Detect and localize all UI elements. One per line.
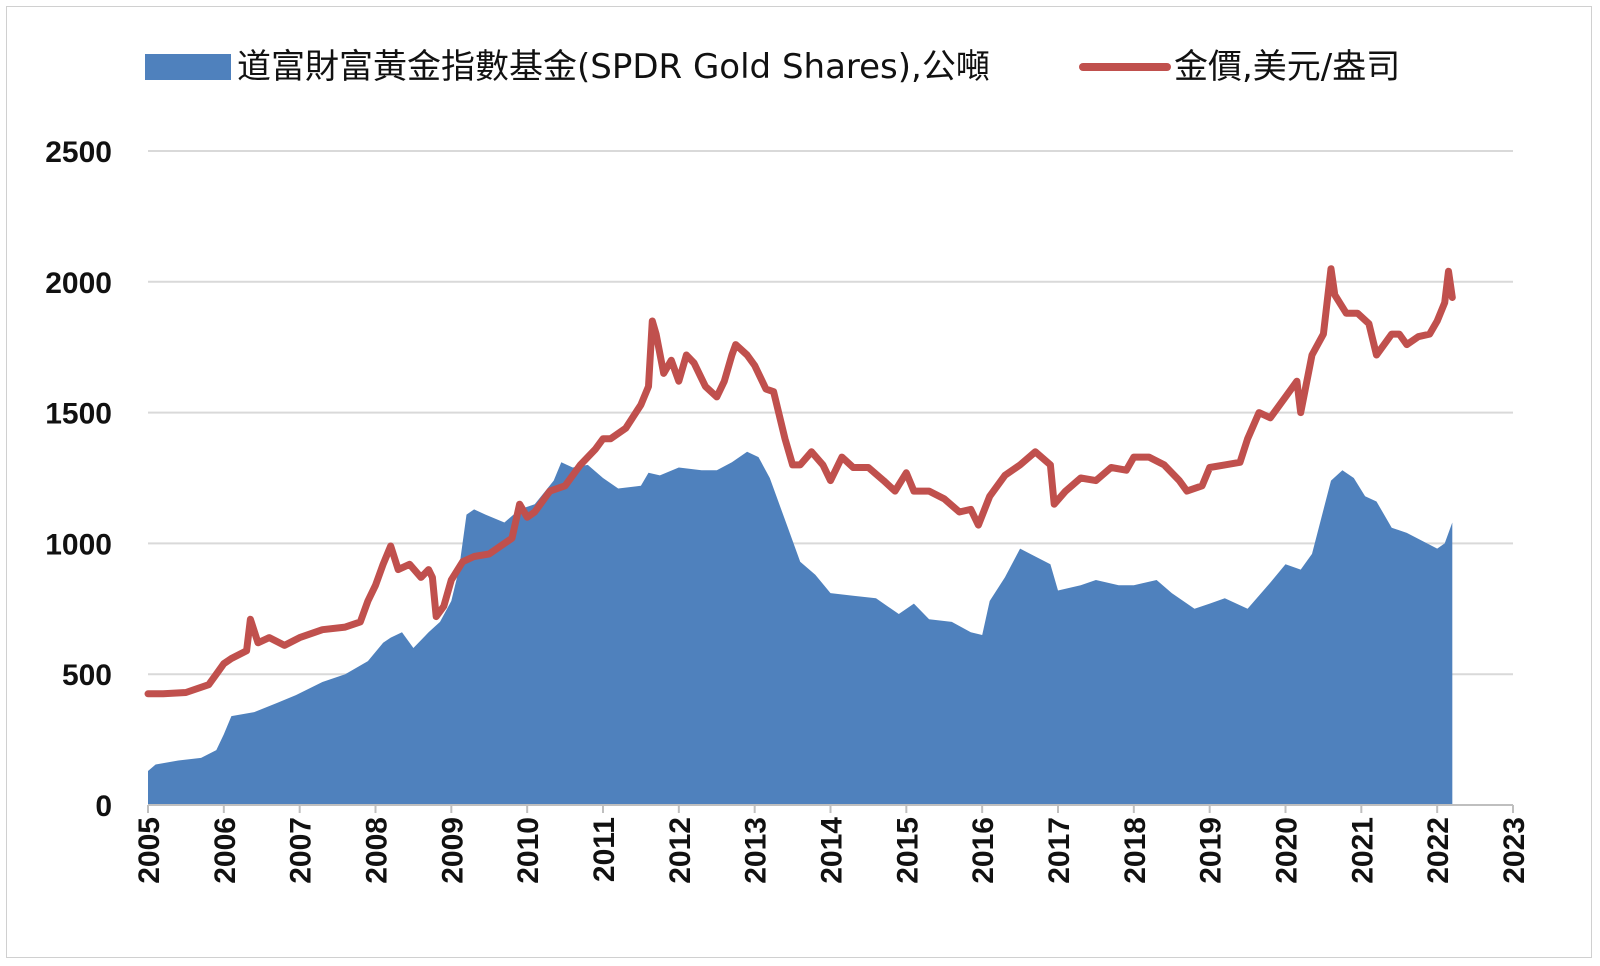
x-tick-label-2007: 2007 <box>285 817 318 884</box>
x-tick-label-2008: 2008 <box>361 817 394 884</box>
chart-svg: 0 500 1000 1500 2000 2500 2005 2006 2007 2008 2009… <box>45 47 1531 884</box>
series-area-etf <box>148 451 1453 805</box>
line-series-layer <box>144 265 1456 698</box>
y-tick-label-2500: 2500 <box>45 136 112 169</box>
x-tick-label-2017: 2017 <box>1043 817 1076 884</box>
axes: 0 500 1000 1500 2000 2500 2005 2006 2007 2008 2009… <box>45 136 1531 884</box>
x-tick-label-2009: 2009 <box>436 817 469 884</box>
x-tick-label-2014: 2014 <box>816 817 849 884</box>
y-tick-label-1000: 1000 <box>45 528 112 561</box>
x-tick-label-2012: 2012 <box>664 817 697 884</box>
x-tick-label-2011: 2011 <box>588 817 621 882</box>
legend-swatch-area <box>145 54 231 80</box>
x-tick-label-2015: 2015 <box>891 817 924 884</box>
x-tick-label-2023: 2023 <box>1498 817 1531 884</box>
x-tick-label-2022: 2022 <box>1422 817 1455 884</box>
legend-label-gold: 金價,美元/盎司 <box>1174 47 1400 87</box>
x-tick-label-2006: 2006 <box>209 817 242 884</box>
x-tick-label-2021: 2021 <box>1346 817 1379 884</box>
area-series-layer <box>148 451 1453 805</box>
y-tick-label-2000: 2000 <box>45 267 112 300</box>
y-tick-label-1500: 1500 <box>45 398 112 431</box>
x-tick-label-2018: 2018 <box>1119 817 1152 884</box>
y-tick-label-500: 500 <box>62 659 112 692</box>
x-tick-label-2016: 2016 <box>967 817 1000 884</box>
x-tick-label-2005: 2005 <box>133 817 166 884</box>
y-tick-label-0: 0 <box>95 790 112 823</box>
x-tick-label-2019: 2019 <box>1195 817 1228 884</box>
legend-label-etf: 道富財富黃金指數基金(SPDR Gold Shares),公噸 <box>237 47 990 87</box>
legend: 道富財富黃金指數基金(SPDR Gold Shares),公噸 金價,美元/盎司 <box>145 47 1400 87</box>
chart-frame: 0 500 1000 1500 2000 2500 2005 2006 2007 2008 2009… <box>6 6 1592 958</box>
x-tick-label-2020: 2020 <box>1271 817 1304 884</box>
x-tick-label-2013: 2013 <box>740 817 773 884</box>
x-tick-label-2010: 2010 <box>512 817 545 884</box>
series-line-gold <box>144 265 1456 698</box>
